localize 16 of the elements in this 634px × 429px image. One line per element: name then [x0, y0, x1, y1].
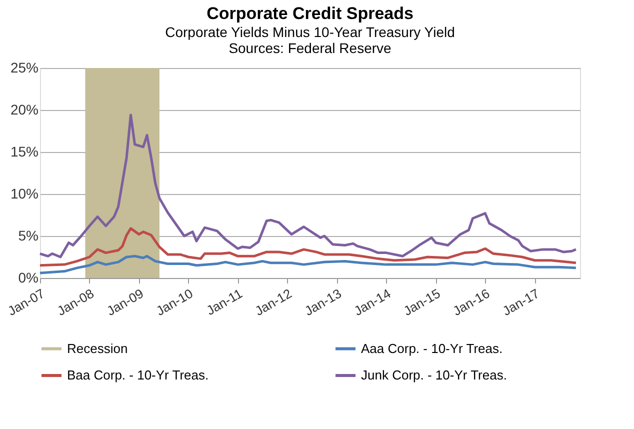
line-series: [38, 227, 578, 267]
y-tick-label: 5%: [18, 228, 38, 244]
legend-label: Recession: [67, 340, 128, 356]
y-tick-label: 25%: [10, 60, 38, 76]
line-series: [38, 254, 578, 274]
y-tick-label: 15%: [10, 144, 38, 160]
y-tick-label: 10%: [10, 186, 38, 202]
source-note: Sources: Federal Reserve: [228, 40, 392, 56]
y-tick-label: 20%: [10, 102, 38, 118]
y-tick-label: 0%: [18, 270, 38, 286]
legend-label: Baa Corp. - 10-Yr Treas.: [67, 368, 209, 382]
chart-title: Corporate Credit Spreads: [206, 4, 414, 23]
chart-subtitle: Corporate Yields Minus 10-Year Treasury Yield: [165, 24, 455, 40]
legend-label: Junk Corp. - 10-Yr Treas.: [361, 368, 507, 382]
line-series: [38, 114, 578, 258]
legend-label: Aaa Corp. - 10-Yr Treas.: [361, 340, 503, 356]
